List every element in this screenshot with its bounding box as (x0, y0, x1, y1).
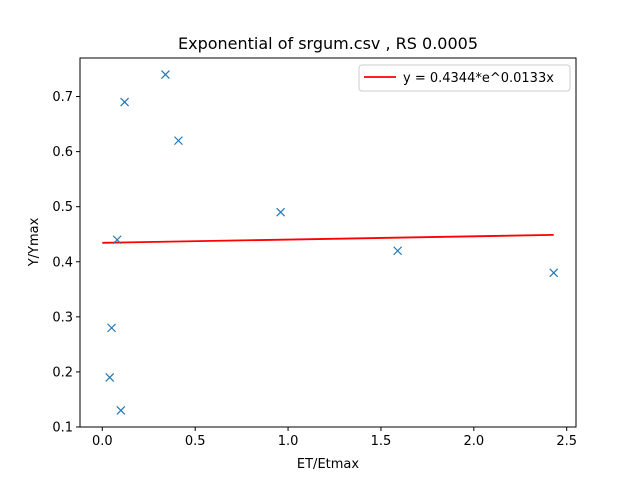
legend: y = 0.4344*e^0.0133x (358, 64, 571, 92)
data-point (105, 373, 115, 382)
plot-area (102, 70, 559, 415)
fit-line (102, 233, 554, 244)
y-axis-label: Y/Ymax (27, 217, 42, 267)
data-point (174, 136, 183, 146)
data-point (120, 97, 130, 107)
y-tick-label: 0.4 (52, 255, 73, 270)
y-tick-label: 0.6 (52, 145, 73, 160)
axes-frame (79, 57, 577, 428)
data-point (276, 207, 286, 217)
x-tick-label: 0.5 (185, 434, 206, 449)
x-tick-label: 0.0 (92, 434, 113, 449)
x-tick-label: 1.5 (371, 434, 392, 449)
legend-box (358, 64, 571, 92)
data-point (161, 70, 170, 79)
y-tick-label: 0.2 (52, 365, 73, 380)
y-tick-label: 0.1 (52, 421, 73, 436)
y-tick-label: 0.5 (52, 200, 73, 215)
data-point (107, 323, 117, 333)
y-tick-label: 0.3 (52, 310, 73, 325)
axis-ticks: 0.0 0.5 1.0 1.5 2.0 2.5 0.1 0.2 0.3 0.4 0.5 0.6 0.7 (52, 90, 577, 449)
x-tick-label: 2.5 (556, 434, 577, 449)
legend-entry-label: y = 0.4344*e^0.0133x (403, 71, 554, 86)
data-point (393, 246, 403, 256)
x-axis-label: ET/Etmax (297, 457, 359, 472)
data-point (549, 268, 559, 278)
data-point (112, 235, 122, 245)
chart-title: Exponential of srgum.csv , RS 0.0005 (178, 34, 478, 53)
x-tick-label: 1.0 (278, 434, 299, 449)
x-tick-label: 2.0 (463, 434, 484, 449)
y-tick-label: 0.7 (52, 90, 73, 105)
data-point (116, 406, 126, 415)
